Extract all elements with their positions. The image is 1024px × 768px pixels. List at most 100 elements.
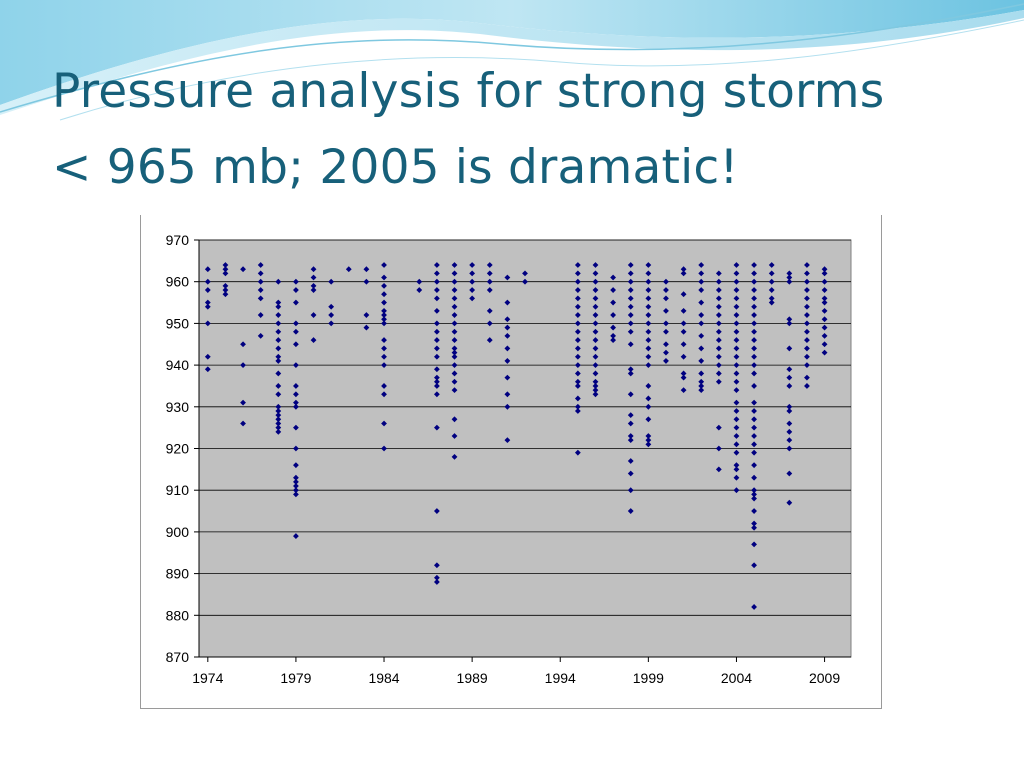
- data-point: [293, 341, 299, 348]
- data-point: [768, 270, 775, 277]
- data-point: [733, 399, 740, 406]
- data-point: [257, 262, 264, 268]
- data-point: [522, 270, 528, 277]
- data-point: [733, 449, 740, 456]
- data-point: [610, 324, 617, 331]
- data-point: [751, 604, 757, 610]
- data-point: [733, 416, 740, 423]
- data-point: [328, 320, 335, 327]
- data-point: [381, 383, 387, 389]
- data-point: [627, 287, 634, 293]
- data-point: [627, 328, 634, 335]
- data-point: [663, 328, 669, 335]
- data-point: [204, 320, 211, 327]
- data-point: [469, 287, 476, 293]
- data-point: [204, 287, 211, 293]
- data-point: [504, 345, 511, 352]
- data-point: [275, 345, 282, 352]
- data-point: [451, 433, 458, 439]
- data-point: [751, 491, 757, 498]
- data-point: [715, 466, 722, 473]
- y-tick-label: 910: [166, 482, 190, 498]
- data-point: [293, 491, 299, 498]
- data-point: [592, 287, 599, 293]
- data-point: [663, 307, 669, 314]
- data-point: [715, 320, 722, 327]
- data-point: [504, 274, 511, 281]
- data-point: [293, 299, 299, 306]
- data-point: [768, 262, 775, 268]
- data-point: [469, 278, 476, 285]
- x-tick-label: 1994: [545, 670, 576, 686]
- data-point: [293, 362, 299, 368]
- data-point: [293, 399, 299, 406]
- data-point: [627, 312, 634, 318]
- data-point: [786, 274, 793, 281]
- data-point: [715, 345, 722, 352]
- data-point: [204, 366, 211, 373]
- data-point: [433, 508, 440, 514]
- data-point: [293, 483, 299, 489]
- data-point: [433, 345, 440, 352]
- data-point: [381, 299, 387, 306]
- data-point: [645, 362, 652, 368]
- data-point: [751, 337, 757, 343]
- data-point: [804, 374, 810, 381]
- data-point: [821, 299, 828, 306]
- data-point: [469, 270, 476, 277]
- data-point: [715, 424, 722, 431]
- data-point: [698, 383, 705, 389]
- data-point: [733, 328, 740, 335]
- data-point: [486, 270, 493, 277]
- data-point: [592, 328, 599, 335]
- data-point: [574, 345, 581, 352]
- y-tick-label: 960: [166, 274, 190, 290]
- data-point: [645, 303, 652, 310]
- data-point: [433, 270, 440, 277]
- data-point: [786, 470, 793, 477]
- data-point: [293, 445, 299, 452]
- data-point: [733, 345, 740, 352]
- data-point: [733, 353, 740, 360]
- data-point: [504, 333, 511, 339]
- data-point: [804, 303, 810, 310]
- data-point: [627, 487, 634, 494]
- data-point: [733, 441, 740, 448]
- data-point: [240, 399, 246, 406]
- data-point: [451, 328, 458, 335]
- data-point: [627, 433, 634, 439]
- data-point: [222, 287, 229, 293]
- x-tick-label: 1999: [633, 670, 664, 686]
- data-point: [768, 287, 775, 293]
- data-point: [715, 328, 722, 335]
- data-point: [486, 278, 493, 285]
- data-point: [645, 433, 652, 439]
- data-point: [275, 312, 282, 318]
- data-point: [645, 416, 652, 423]
- data-point: [592, 378, 599, 385]
- data-point: [627, 391, 634, 398]
- data-point: [680, 307, 687, 314]
- data-point: [433, 574, 440, 581]
- data-point: [715, 362, 722, 368]
- data-point: [381, 362, 387, 368]
- data-point: [786, 270, 793, 277]
- data-point: [821, 287, 828, 293]
- data-point: [275, 403, 282, 410]
- y-tick-label: 950: [166, 315, 190, 331]
- data-point: [433, 278, 440, 285]
- data-point: [751, 287, 757, 293]
- data-point: [786, 437, 793, 444]
- data-point: [751, 399, 757, 406]
- data-point: [680, 328, 687, 335]
- data-point: [275, 328, 282, 335]
- data-point: [310, 287, 317, 293]
- data-point: [821, 349, 828, 356]
- chart-frame: 870 880 890 900 910 920 930 940 950 960 970 1974 197…: [140, 215, 882, 709]
- data-point: [345, 266, 352, 273]
- data-point: [680, 374, 687, 381]
- data-point: [486, 287, 493, 293]
- data-point: [275, 383, 282, 389]
- data-point: [574, 378, 581, 385]
- data-point: [592, 362, 599, 368]
